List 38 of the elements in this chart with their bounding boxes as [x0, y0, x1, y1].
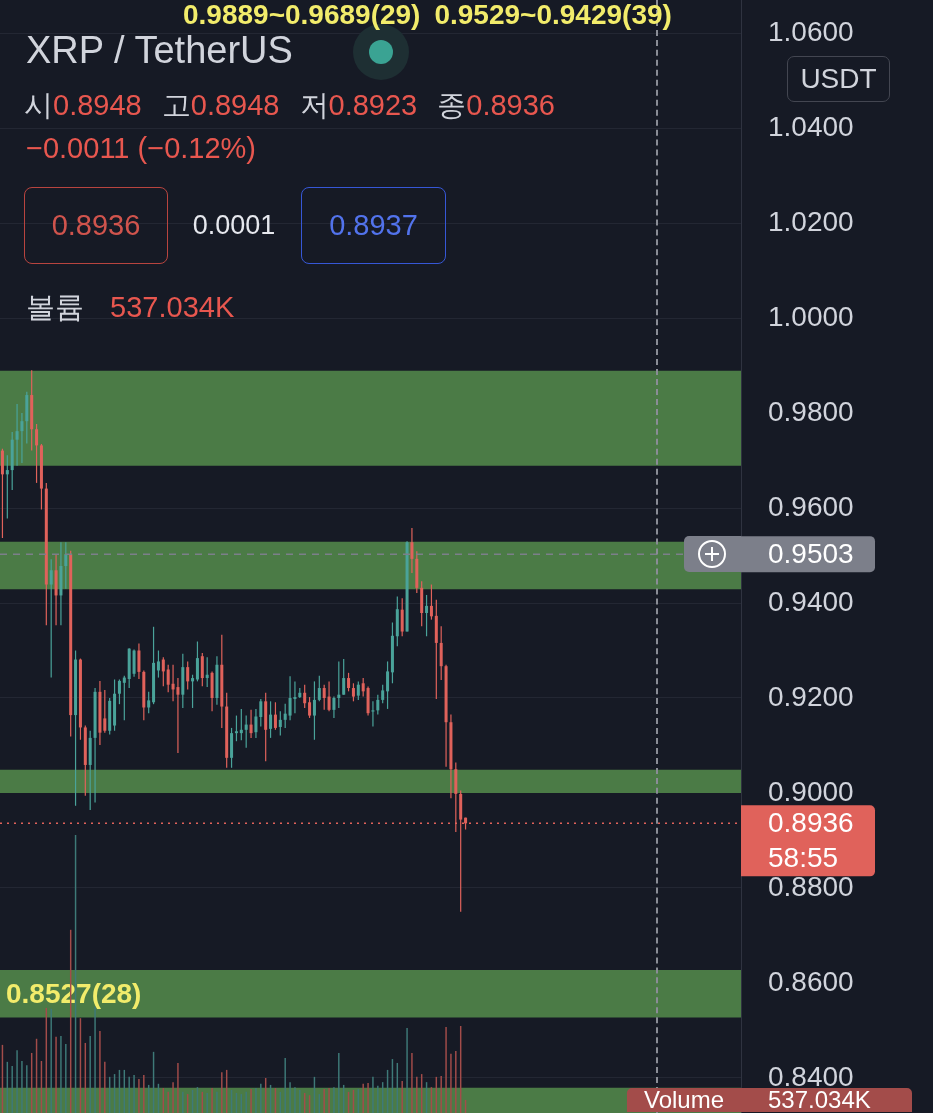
candlestick [288, 676, 292, 721]
y-tick-label: 1.0000 [768, 300, 854, 332]
annotation: 0.9889~0.9689(29) [183, 0, 421, 30]
text: 시0.8948 고0.8948 저0.8923 종0.8936 [24, 89, 555, 121]
candlestick [15, 404, 19, 466]
band-label: 0.8527(28) [6, 977, 142, 1009]
y-tick-label: 0.9400 [768, 585, 854, 617]
annotation: 0.9529~0.9429(39) [434, 0, 672, 30]
annotation: −0.0011 (−0.12%) [26, 132, 257, 164]
candlestick [93, 688, 97, 803]
candlestick [20, 413, 24, 463]
text: Volume [643, 1085, 725, 1113]
candlestick [371, 701, 375, 727]
annotation: 0.8936 [51, 209, 141, 242]
annotation: 볼륨 537.034K [26, 291, 235, 323]
y-tick-label: 0.9000 [768, 775, 854, 807]
candlestick [410, 528, 414, 574]
y-tick-label: 0.9600 [768, 490, 854, 522]
candlestick [54, 554, 58, 626]
y-tick-label: 0.9800 [768, 395, 854, 427]
text: XRP / TetherUS [26, 29, 293, 71]
y-tick-label: 1.0600 [768, 15, 854, 47]
unit-button: USDT [787, 56, 890, 102]
annotation: 0.8937 [329, 209, 418, 242]
candlestick [59, 542, 63, 626]
y-tick-label: 0.8600 [768, 965, 854, 997]
candlestick [249, 709, 253, 738]
candlestick [293, 681, 297, 714]
ref-line-label: 0.9503 [768, 537, 854, 569]
y-tick-label: 0.9200 [768, 680, 854, 712]
candlestick [327, 681, 331, 712]
annotation: 0.0001 [192, 210, 276, 241]
price-button: 0.8936 [24, 187, 168, 264]
candlestick [176, 678, 180, 754]
y-tick-label: 1.0200 [768, 205, 854, 237]
price-button: 0.8937 [301, 187, 446, 264]
y-tick-label: 1.0400 [768, 110, 854, 142]
y-axis-title: USDT [800, 63, 877, 95]
